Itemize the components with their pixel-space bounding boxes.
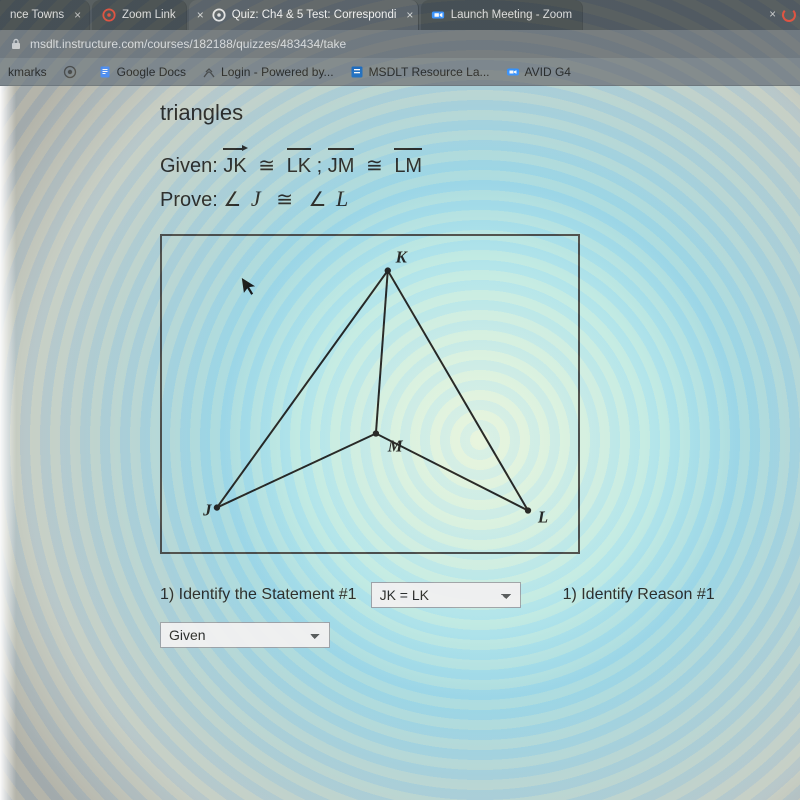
question-row-1: 1) Identify the Statement #1 JK = LK 1) … [160, 582, 800, 608]
bookmark-item[interactable]: AVID G4 [506, 65, 571, 79]
reason-1-label: 1) Identify Reason #1 [563, 586, 715, 604]
given-line: Given: JK ≅ LK ; JM ≅ LM [160, 148, 800, 182]
loading-icon [782, 8, 796, 22]
svg-text:M: M [387, 436, 404, 455]
given-label: Given: [160, 155, 223, 177]
cursor-icon [241, 275, 260, 297]
page-content: triangles Given: JK ≅ LK ; JM ≅ LM Prove… [0, 86, 800, 648]
semicolon: ; [317, 155, 328, 177]
statement-1-select[interactable]: JK = LK [371, 582, 521, 608]
bookmark-item[interactable]: MSDLT Resource La... [350, 65, 490, 79]
statement-1-label: 1) Identify the Statement #1 [160, 586, 357, 604]
angle-symbol: ∠ [309, 189, 327, 211]
tab-item[interactable]: Zoom Link [92, 0, 187, 30]
segment-lm: LM [394, 148, 422, 182]
svg-text:L: L [537, 507, 548, 526]
congruent-symbol: ≅ [266, 189, 303, 211]
close-icon[interactable]: × [74, 8, 81, 22]
bookmark-item[interactable] [63, 65, 82, 79]
close-icon[interactable]: × [769, 9, 776, 21]
page-title: triangles [160, 100, 800, 126]
zoom-icon [431, 8, 445, 22]
address-bar: msdlt.instructure.com/courses/182188/qui… [0, 30, 800, 58]
tab-title: Zoom Link [122, 9, 176, 21]
segment-jk: JK [223, 148, 246, 182]
gdocs-icon [98, 65, 112, 79]
bookmark-label: Login - Powered by... [221, 65, 334, 79]
svg-text:K: K [395, 248, 409, 267]
tab-item[interactable]: Launch Meeting - Zoom [421, 0, 583, 30]
question-row-1b: Given [160, 622, 800, 648]
bookmark-item[interactable]: Google Docs [98, 65, 186, 79]
svg-text:J: J [202, 501, 212, 520]
canvas-icon [212, 8, 226, 22]
segment-jm: JM [328, 148, 355, 182]
bookmark-item[interactable]: Login - Powered by... [202, 65, 334, 79]
reason-1-select[interactable]: Given [160, 622, 330, 648]
bookmark-label: AVID G4 [525, 65, 571, 79]
angle-symbol: ∠ [223, 189, 241, 211]
bookmarks-bar: kmarks Google Docs Login - Powered by...… [0, 58, 800, 86]
lock-icon [10, 38, 22, 50]
canvas-icon [102, 8, 116, 22]
tab-item-active[interactable]: × Quiz: Ch4 & 5 Test: Correspondi × [189, 0, 419, 30]
close-icon[interactable]: × [197, 8, 204, 22]
segment-lk: LK [287, 148, 311, 182]
url-text[interactable]: msdlt.instructure.com/courses/182188/qui… [30, 37, 346, 51]
resource-icon [350, 65, 364, 79]
close-icon[interactable]: × [406, 8, 413, 22]
figure: J K L M [160, 234, 580, 554]
tab-title: nce Towns [10, 9, 64, 21]
tab-title: Quiz: Ch4 & 5 Test: Correspondi [232, 9, 397, 21]
prove-line: Prove: ∠ J ≅ ∠ L [160, 182, 800, 216]
zoom-icon [506, 65, 520, 79]
congruent-symbol: ≅ [360, 155, 389, 177]
tab-title: Launch Meeting - Zoom [451, 9, 572, 21]
login-icon [202, 65, 216, 79]
target-icon [63, 65, 77, 79]
bookmark-label: Google Docs [117, 65, 186, 79]
prove-label: Prove: [160, 189, 223, 211]
bookmarks-label: kmarks [8, 65, 47, 79]
congruent-symbol: ≅ [252, 155, 281, 177]
angle-j: J [247, 186, 261, 211]
tab-strip-right: × [769, 0, 800, 30]
angle-l: L [332, 186, 348, 211]
bookmark-label: MSDLT Resource La... [369, 65, 490, 79]
tab-strip: nce Towns × Zoom Link × Quiz: Ch4 & 5 Te… [0, 0, 800, 30]
tab-item[interactable]: nce Towns × [0, 0, 90, 30]
figure-svg: J K L M [162, 236, 578, 552]
